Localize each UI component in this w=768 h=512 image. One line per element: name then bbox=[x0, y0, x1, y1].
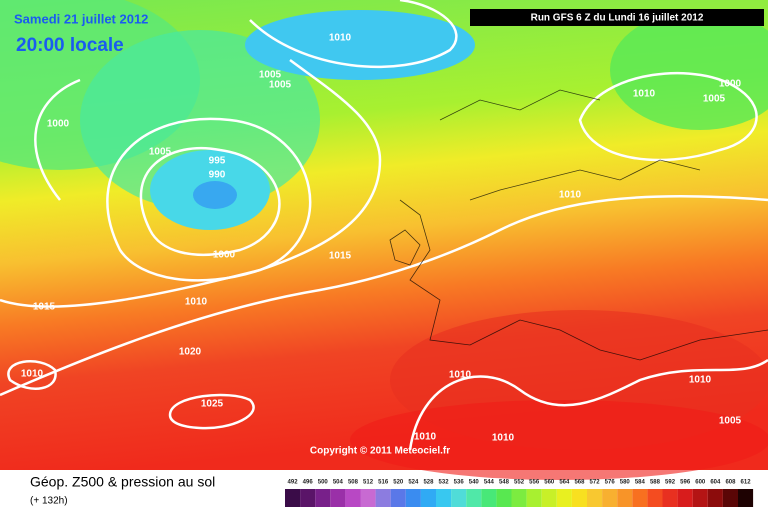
legend-level: 512 bbox=[363, 480, 374, 486]
isobar-label: 1010 bbox=[492, 433, 515, 444]
legend-level: 612 bbox=[741, 480, 752, 486]
legend-swatch bbox=[390, 489, 406, 507]
isobar-label: 1005 bbox=[259, 70, 282, 81]
isobar-label: 1010 bbox=[329, 33, 352, 44]
legend-level: 596 bbox=[680, 480, 691, 486]
legend-level: 500 bbox=[318, 480, 329, 486]
legend-swatch bbox=[451, 489, 467, 507]
legend-swatch bbox=[587, 489, 603, 507]
legend-swatch bbox=[511, 489, 527, 507]
isobar-label: 1015 bbox=[33, 302, 56, 313]
legend-level: 524 bbox=[408, 480, 419, 486]
legend-level: 492 bbox=[288, 480, 299, 486]
footer-title: Géop. Z500 & pression au sol bbox=[30, 474, 215, 490]
legend-swatch bbox=[360, 489, 376, 507]
isobar-label: 1005 bbox=[269, 80, 292, 91]
legend-level: 508 bbox=[348, 480, 359, 486]
isobar-label: 1010 bbox=[414, 432, 437, 443]
legend: 492 496 500 504 508 512 516 520 524 528 532 536 540 5… bbox=[285, 480, 754, 507]
legend-swatch bbox=[496, 489, 512, 507]
legend-level: 592 bbox=[665, 480, 676, 486]
legend-swatch bbox=[722, 489, 738, 507]
legend-level: 572 bbox=[590, 480, 601, 486]
isobar-label: 1010 bbox=[449, 370, 472, 381]
legend-level: 552 bbox=[514, 480, 525, 486]
isobar-label: 1010 bbox=[21, 369, 44, 380]
legend-swatch bbox=[375, 489, 391, 507]
legend-swatch bbox=[677, 489, 693, 507]
legend-swatch bbox=[315, 489, 331, 507]
isobar-label: 1010 bbox=[633, 89, 656, 100]
legend-level: 564 bbox=[559, 480, 570, 486]
legend-level: 580 bbox=[620, 480, 631, 486]
copyright: Copyright © 2011 Meteociel.fr bbox=[310, 446, 450, 457]
legend-level: 540 bbox=[469, 480, 480, 486]
isobar-label: 1010 bbox=[559, 190, 582, 201]
legend-swatch bbox=[300, 489, 316, 507]
legend-swatch bbox=[647, 489, 663, 507]
legend-swatch bbox=[330, 489, 346, 507]
legend-swatch bbox=[466, 489, 482, 507]
legend-swatch bbox=[662, 489, 678, 507]
legend-swatch bbox=[481, 489, 497, 507]
isobar-label: 995 bbox=[209, 156, 226, 167]
legend-swatch bbox=[541, 489, 557, 507]
footer-lead: (+ 132h) bbox=[30, 496, 68, 507]
legend-swatch bbox=[738, 489, 754, 507]
isobar-label: 1015 bbox=[329, 251, 352, 262]
legend-level: 576 bbox=[605, 480, 616, 486]
legend-level: 536 bbox=[454, 480, 465, 486]
isobar-label: 1000 bbox=[719, 79, 742, 90]
legend-level: 496 bbox=[303, 480, 314, 486]
legend-swatch bbox=[602, 489, 618, 507]
isobar-label: 1005 bbox=[703, 94, 726, 105]
legend-level: 520 bbox=[393, 480, 404, 486]
isobar-lines bbox=[0, 0, 768, 450]
isobar-label: 1005 bbox=[719, 416, 742, 427]
isobar-label: 1005 bbox=[149, 147, 172, 158]
legend-swatch bbox=[405, 489, 421, 507]
isobar-label: 1000 bbox=[47, 119, 70, 130]
legend-level: 568 bbox=[574, 480, 585, 486]
legend-level: 532 bbox=[439, 480, 450, 486]
legend-level: 548 bbox=[499, 480, 510, 486]
legend-swatch bbox=[420, 489, 436, 507]
legend-level: 588 bbox=[650, 480, 661, 486]
legend-level: 528 bbox=[423, 480, 434, 486]
date: Samedi 21 juillet 2012 bbox=[14, 11, 148, 26]
legend-swatch bbox=[556, 489, 572, 507]
isobar-label: 1025 bbox=[201, 399, 224, 410]
time: 20:00 locale bbox=[16, 35, 124, 56]
isobar-label: 1010 bbox=[185, 297, 208, 308]
legend-swatch bbox=[617, 489, 633, 507]
legend-level: 516 bbox=[378, 480, 389, 486]
isobar-label: 1010 bbox=[689, 375, 712, 386]
legend-level: 544 bbox=[484, 480, 495, 486]
run-box bbox=[470, 9, 764, 26]
legend-level: 608 bbox=[725, 480, 736, 486]
isobar-label: 1000 bbox=[213, 250, 236, 261]
isobar-label: 990 bbox=[209, 170, 226, 181]
legend-level: 600 bbox=[695, 480, 706, 486]
legend-swatch bbox=[436, 489, 452, 507]
legend-swatch bbox=[632, 489, 648, 507]
legend-swatch bbox=[345, 489, 361, 507]
legend-swatch bbox=[285, 489, 301, 507]
legend-level: 504 bbox=[333, 480, 344, 486]
legend-level: 584 bbox=[635, 480, 646, 486]
legend-swatch bbox=[571, 489, 587, 507]
legend-swatch bbox=[692, 489, 708, 507]
legend-level: 560 bbox=[544, 480, 555, 486]
legend-level: 604 bbox=[710, 480, 721, 486]
legend-swatch bbox=[707, 489, 723, 507]
run-info: Run GFS 6 Z du Lundi 16 juillet 2012 bbox=[531, 13, 704, 24]
legend-level: 556 bbox=[529, 480, 540, 486]
legend-swatch bbox=[526, 489, 542, 507]
isobar-label: 1020 bbox=[179, 347, 202, 358]
coastlines bbox=[389, 89, 768, 361]
